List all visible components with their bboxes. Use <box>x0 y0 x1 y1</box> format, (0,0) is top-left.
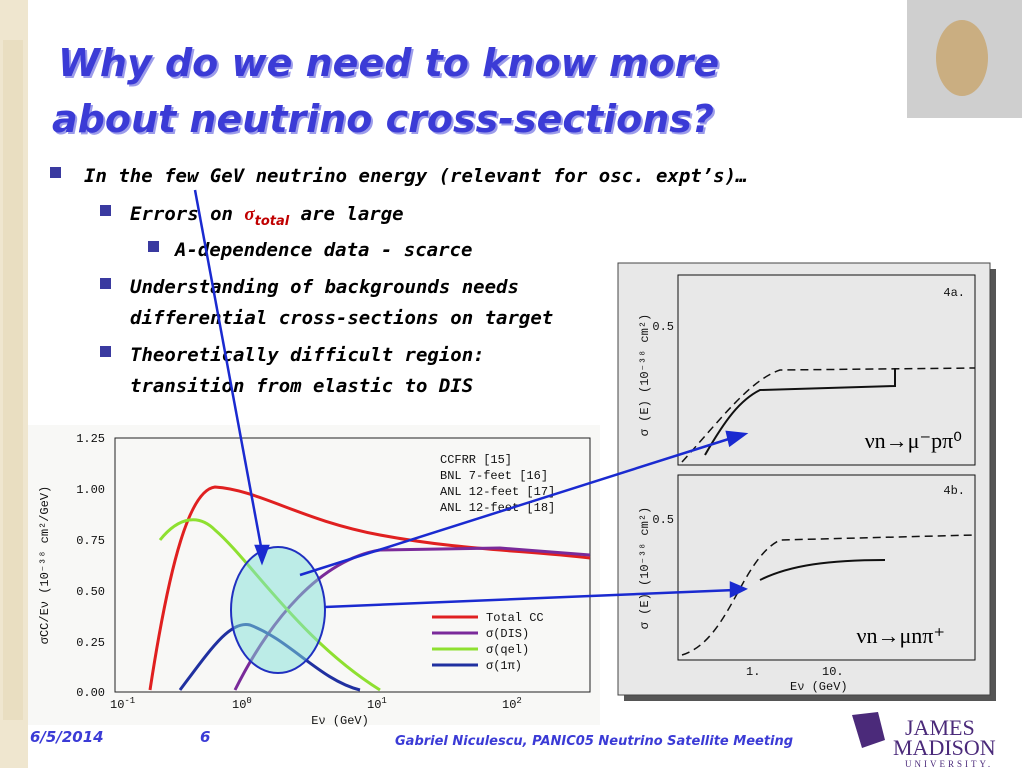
side-ornament <box>3 40 23 720</box>
y-axis-label: σ (E) (10⁻³⁸ cm²) <box>638 507 652 629</box>
left-plot: 1.25 1.00 0.75 0.50 0.25 0.00 10-1 100 1… <box>28 425 600 728</box>
legend-entry: ANL 12-feet [18] <box>440 501 555 515</box>
curve <box>704 368 896 456</box>
right-plot: 4a. 4b. 0.5 0.5 σ (E) (10⁻³⁸ cm²) σ (E) … <box>617 262 996 701</box>
y-axis-label: σCC/Eν (10⁻³⁸ cm²/GeV) <box>38 486 52 644</box>
logo-text: MADISON <box>893 735 996 760</box>
base: 10 <box>110 698 124 712</box>
y-tick-label: 0.5 <box>652 513 674 527</box>
legend-entry: CCFRR [15] <box>440 453 512 467</box>
y-axis-label: σ (E) (10⁻³⁸ cm²) <box>638 314 652 436</box>
x-tick-label: 101 <box>367 696 387 712</box>
title: about neutrino cross-sections? <box>52 97 714 141</box>
footer-credit: Gabriel Niculescu, PANIC05 Neutrino Sate… <box>395 734 793 749</box>
bullet: transition from elastic to DIS <box>130 375 473 397</box>
subscript: total <box>255 214 290 229</box>
y-tick-label: 0.5 <box>652 320 674 334</box>
curve-qel <box>158 518 381 692</box>
y-tick-label: 0.75 <box>76 534 105 548</box>
x-tick-label: 10-1 <box>110 696 135 712</box>
plot-frame <box>114 437 591 693</box>
title: Why do we need to know more <box>58 41 719 85</box>
x-tick-label: 102 <box>502 696 522 712</box>
bullet-icons <box>50 167 159 357</box>
logo-text: UNIVERSITY. <box>905 759 993 768</box>
bullet: Understanding of backgrounds needs <box>130 276 519 298</box>
exp: 2 <box>516 696 521 706</box>
y-tick-label: 1.00 <box>76 483 105 497</box>
bullet: A-dependence data - scarce <box>173 239 472 261</box>
legend-entry: σ(DIS) <box>486 627 529 641</box>
legend-entry: BNL 7-feet [16] <box>440 469 548 483</box>
legend-entry: σ(qel) <box>486 643 529 657</box>
title-shadow: Why do we need to know more <box>60 43 721 87</box>
sigma: σ <box>244 204 255 225</box>
base: 10 <box>502 698 516 712</box>
x-tick-label: 100 <box>232 696 252 712</box>
curve <box>681 367 976 463</box>
x-tick-label: 1. <box>746 665 760 679</box>
curve <box>759 559 886 581</box>
panel-frame <box>677 474 976 661</box>
exp: 0 <box>246 696 251 706</box>
bullet-text: are large <box>289 203 403 225</box>
x-axis-label: Eν (GeV) <box>790 680 848 694</box>
plot-bg <box>617 262 991 696</box>
base: 10 <box>367 698 381 712</box>
reaction-label: νn→μ⁻pπ⁰ <box>865 428 962 453</box>
arrows <box>193 189 749 609</box>
footer-date: 6/5/2014 <box>30 728 104 746</box>
title-shadow: about neutrino cross-sections? <box>54 99 716 143</box>
x-tick-label: 10. <box>822 665 844 679</box>
panel-tag: 4b. <box>943 484 965 498</box>
panel-frame <box>677 274 976 466</box>
exp: -1 <box>124 696 135 706</box>
logo: JAMES MADISON UNIVERSITY. <box>852 712 996 768</box>
panel-tag: 4a. <box>943 286 965 300</box>
y-tick-label: 0.50 <box>76 585 105 599</box>
legend-entry: ANL 12-feet [17] <box>440 485 555 499</box>
bullet: Errors on σtotal are large <box>130 203 404 229</box>
y-tick-label: 0.00 <box>76 686 105 700</box>
logo-text: JAMES <box>905 715 975 740</box>
x-axis-label: Eν (GeV) <box>311 714 369 728</box>
portrait-face <box>936 20 988 96</box>
legend-entry: Total CC <box>486 611 544 625</box>
highlight-ellipse <box>230 546 326 674</box>
footer-page: 6 <box>200 728 210 746</box>
y-tick-label: 0.25 <box>76 636 105 650</box>
bullet: In the few GeV neutrino energy (relevant… <box>84 165 747 187</box>
reaction-label: νn→μnπ⁺ <box>857 623 945 648</box>
exp: 1 <box>381 696 386 706</box>
bullet-text: Errors on <box>130 203 244 225</box>
base: 10 <box>232 698 246 712</box>
y-tick-label: 1.25 <box>76 432 105 446</box>
legend-entry: σ(1π) <box>486 659 522 673</box>
logo-mark <box>852 712 885 748</box>
bullet: differential cross-sections on target <box>130 307 553 329</box>
bullet: Theoretically difficult region: <box>130 344 485 366</box>
